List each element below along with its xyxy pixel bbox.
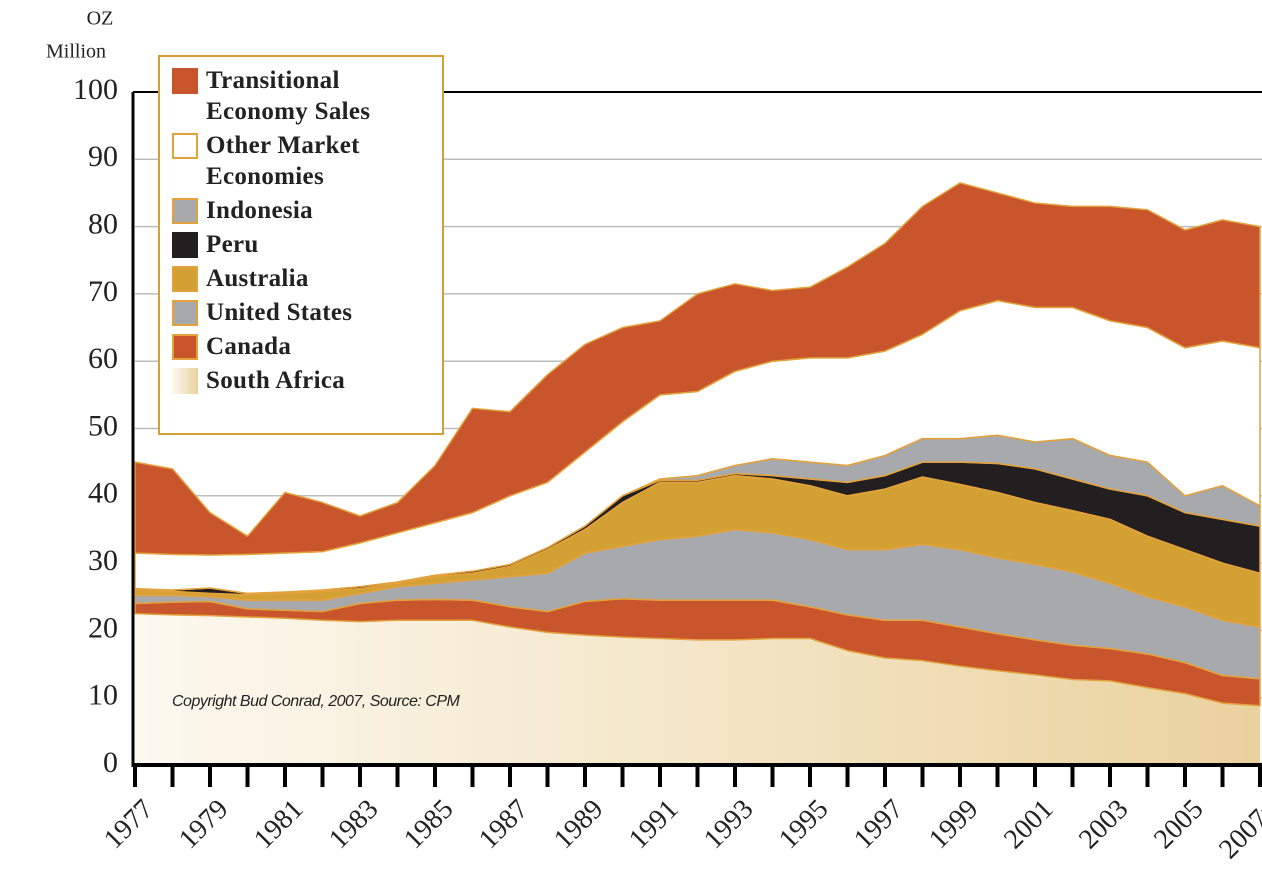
y-axis-label: Million	[46, 41, 106, 63]
legend-label: United States	[206, 299, 353, 326]
legend-entry: Indonesia	[172, 195, 442, 226]
y-tick-label: 20	[88, 611, 118, 644]
legend-swatch	[172, 266, 198, 292]
x-tick-label: 1985	[398, 794, 460, 856]
y-tick-label: 10	[88, 679, 118, 712]
legend-entry: Canada	[172, 331, 442, 362]
legend-swatch	[172, 300, 198, 326]
y-tick-label: 100	[73, 73, 118, 106]
x-tick-label: 1977	[98, 794, 160, 856]
x-tick-label: 1997	[848, 794, 910, 856]
legend-swatch	[172, 334, 198, 360]
legend-swatch	[172, 232, 198, 258]
legend-entry: Other Market Economies	[172, 130, 442, 192]
legend-swatch	[172, 368, 198, 394]
legend-swatch	[172, 198, 198, 224]
legend-label: Australia	[206, 265, 309, 292]
x-tick-label: 2007p	[1213, 794, 1262, 865]
y-tick-label: 40	[88, 477, 118, 510]
y-tick-label: 70	[88, 275, 118, 308]
legend-label: Canada	[206, 333, 292, 360]
x-tick-label: 1981	[248, 794, 310, 856]
y-tick-label: 0	[103, 746, 118, 779]
x-tick-label: 1995	[773, 794, 835, 856]
legend-entry: South Africa	[172, 365, 442, 396]
y-tick-label: 80	[88, 207, 118, 240]
y-tick-label: 50	[88, 409, 118, 442]
y-tick-label: 30	[88, 544, 118, 577]
x-tick-label: 2005	[1148, 794, 1210, 856]
legend-label: Indonesia	[206, 197, 313, 224]
legend-entry: Transitional Economy Sales	[172, 65, 442, 127]
x-tick-label: 2003	[1073, 794, 1135, 856]
legend-swatch	[172, 133, 198, 159]
x-tick-label: 1979	[173, 794, 235, 856]
legend-label: South Africa	[206, 367, 346, 394]
y-tick-label: 60	[88, 342, 118, 375]
x-tick-label: 1987	[473, 794, 535, 856]
annotation: Copyright Bud Conrad, 2007, Source: CPM	[172, 693, 460, 710]
y-axis-label: OZ	[87, 8, 114, 30]
x-tick-label: 1991	[623, 794, 685, 856]
x-tick-label: 2001	[998, 794, 1060, 856]
legend: Transitional Economy Sales Other Market E…	[158, 55, 444, 435]
legend-label: Transitional Economy Sales	[206, 67, 371, 125]
area	[135, 613, 1260, 765]
y-tick-label: 90	[88, 140, 118, 173]
x-tick-label: 1989	[548, 794, 610, 856]
x-tick-label: 1993	[698, 794, 760, 856]
legend-entry: Australia	[172, 263, 442, 294]
legend-swatch	[172, 68, 198, 94]
legend-label: Other Market Economies	[206, 132, 360, 190]
x-tick-label: 1999	[923, 794, 985, 856]
legend-entry: United States	[172, 297, 442, 328]
area	[134, 182, 1261, 556]
legend-label: Peru	[206, 231, 259, 258]
legend-entry: Peru	[172, 229, 442, 260]
x-tick-label: 1983	[323, 794, 385, 856]
